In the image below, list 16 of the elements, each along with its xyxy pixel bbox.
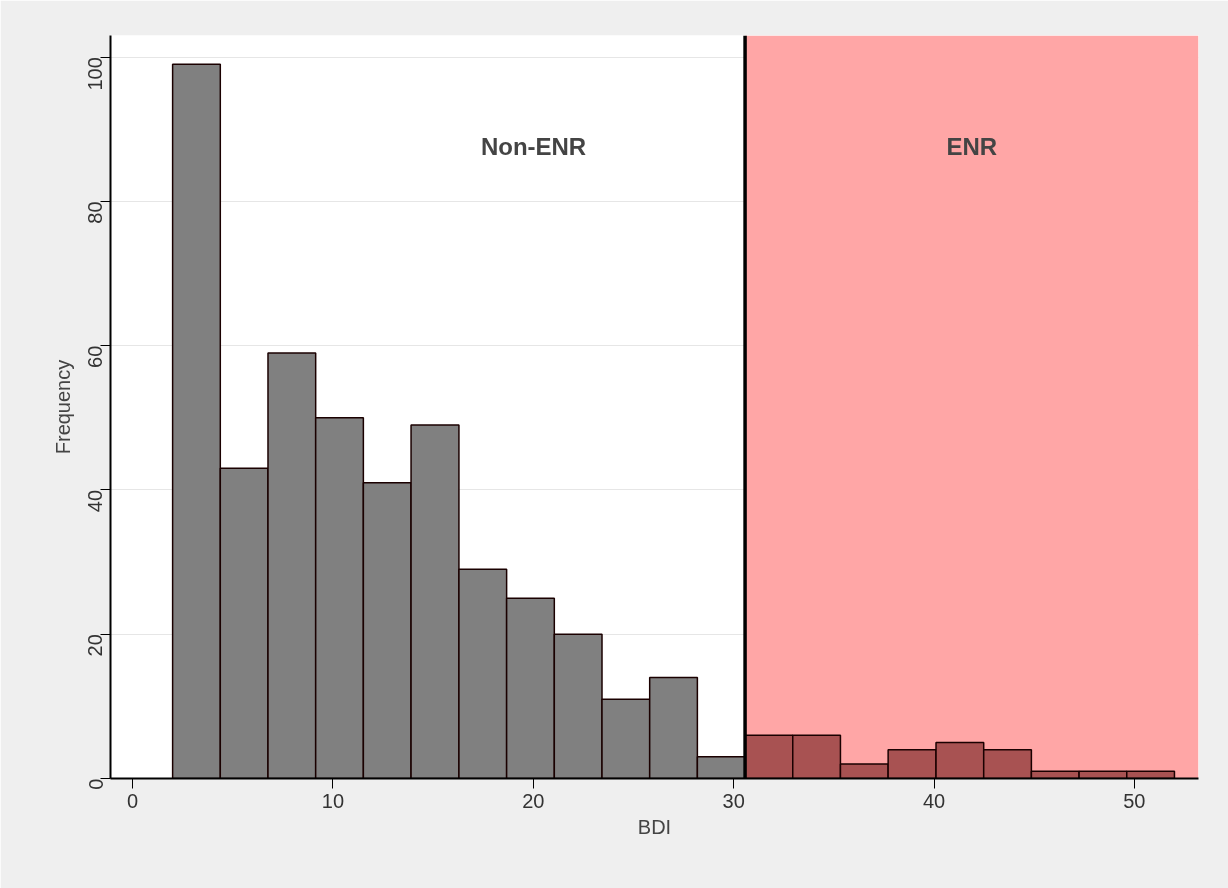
x-axis-title: BDI xyxy=(637,815,672,838)
y-tick-label: 0 xyxy=(84,778,107,790)
x-tick-label: 30 xyxy=(722,789,745,812)
band-label: ENR xyxy=(946,133,998,161)
x-tick-label: 10 xyxy=(321,789,345,812)
y-axis-title: Frequency xyxy=(51,359,74,455)
x-tick-label: 0 xyxy=(126,789,139,812)
annotation: Non-ENR xyxy=(480,133,587,161)
x-tick-label: 50 xyxy=(1123,789,1146,812)
x-tick-label: 20 xyxy=(522,789,545,812)
y-tick-label: 40 xyxy=(84,489,107,513)
y-tick-label: 80 xyxy=(84,201,107,224)
y-tick-label: 60 xyxy=(84,345,107,368)
y-tick-label: 100 xyxy=(84,57,107,91)
x-tick-label: 40 xyxy=(922,789,946,812)
y-tick-label: 20 xyxy=(84,634,107,657)
